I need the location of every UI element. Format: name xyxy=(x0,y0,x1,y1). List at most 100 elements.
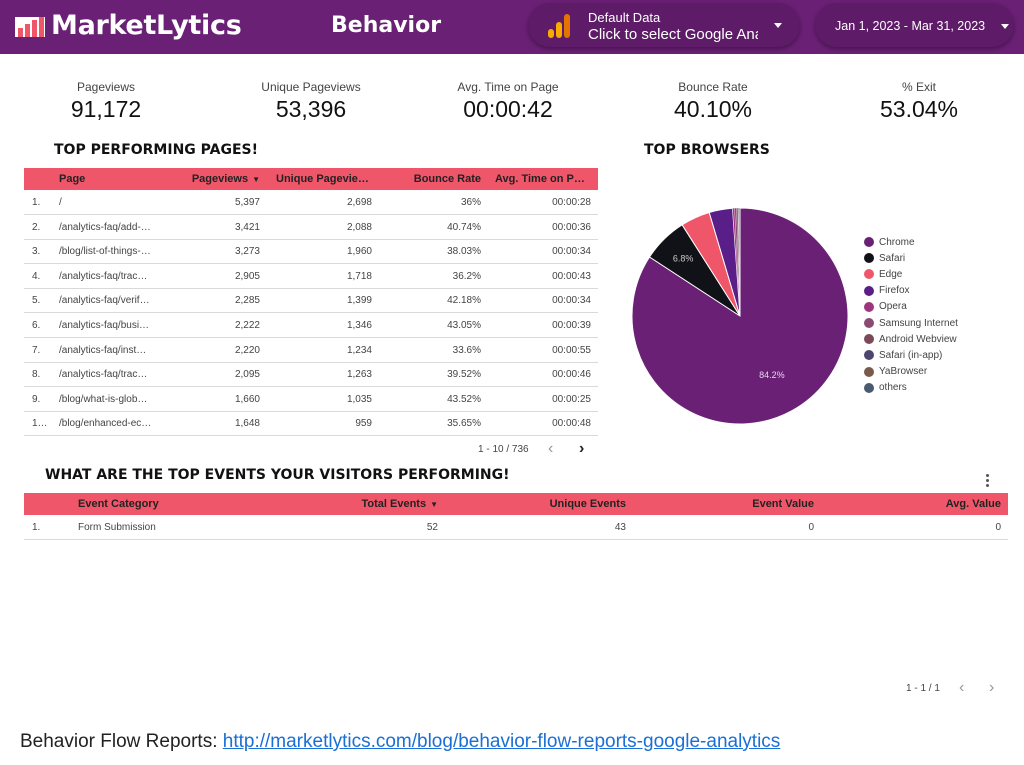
cell-unique-pageviews: 1,035 xyxy=(346,393,372,405)
cell-page: /analytics-faq/busi… xyxy=(59,320,150,331)
table-row[interactable]: 7. /analytics-faq/inst… 2,220 1,234 33.6% 00:… xyxy=(24,338,598,363)
cell-bounce-rate: 42.18% xyxy=(447,295,481,307)
column-header-label: Total Events xyxy=(361,498,427,510)
column-header-avg-value[interactable]: Avg. Value xyxy=(945,498,1001,510)
scorecard-value: 53.04% xyxy=(879,96,958,122)
column-header-pageviews[interactable]: Pageviews ▼ xyxy=(164,173,260,185)
pages-table-header: Page Pageviews ▼ Unique Pagevie… Bounce R… xyxy=(24,168,598,190)
scorecard-unique-pageviews: Unique Pageviews 53,396 xyxy=(221,80,401,123)
cell-avg-value: 0 xyxy=(995,522,1001,533)
chevron-right-icon[interactable]: › xyxy=(989,679,995,696)
pages-pager-range: 1 - 10 / 736 xyxy=(478,444,529,455)
legend-item[interactable]: Android Webview xyxy=(864,331,958,347)
cell-page: /analytics-faq/verif… xyxy=(59,295,150,307)
legend-label: Opera xyxy=(879,301,907,313)
legend-swatch xyxy=(864,382,874,393)
pie-data-label: 84.2% xyxy=(759,370,785,380)
legend-label: Firefox xyxy=(879,285,910,297)
scorecard-bounce-rate: Bounce Rate 40.10% xyxy=(623,80,803,123)
legend-label: Safari (in-app) xyxy=(879,349,943,361)
legend-item[interactable]: Samsung Internet xyxy=(864,315,958,331)
chevron-right-icon[interactable]: › xyxy=(579,440,585,457)
cell-bounce-rate: 39.52% xyxy=(447,369,481,381)
cell-unique-events: 43 xyxy=(614,522,626,533)
cell-page: /blog/enhanced-ec… xyxy=(59,418,152,430)
legend-item[interactable]: Opera xyxy=(864,299,958,315)
column-header-page[interactable]: Page xyxy=(59,173,86,185)
behavior-flow-link[interactable]: http://marketlytics.com/blog/behavior-fl… xyxy=(222,731,781,752)
table-row[interactable]: 1. Form Submission 52 43 0 0 xyxy=(24,515,1008,540)
cell-pageviews: 1,648 xyxy=(234,418,260,430)
table-row[interactable]: 9. /blog/what-is-glob… 1,660 1,035 43.52% 00:… xyxy=(24,387,598,412)
legend-item[interactable]: Safari xyxy=(864,250,958,266)
cell-avg-time: 00:00:46 xyxy=(552,369,591,381)
cell-avg-time: 00:00:28 xyxy=(552,197,591,208)
cell-page: /blog/list-of-things-… xyxy=(59,246,151,258)
footer-label: Behavior Flow Reports: xyxy=(20,731,223,752)
legend-item[interactable]: YaBrowser xyxy=(864,364,958,380)
events-pager-range: 1 - 1 / 1 xyxy=(906,683,940,694)
column-header-unique-events[interactable]: Unique Events xyxy=(549,498,626,510)
cell-bounce-rate: 38.03% xyxy=(447,246,481,258)
cell-avg-time: 00:00:25 xyxy=(552,393,591,405)
legend-item[interactable]: Safari (in-app) xyxy=(864,347,958,363)
legend-swatch xyxy=(864,269,874,280)
chevron-left-icon[interactable]: ‹ xyxy=(548,440,554,457)
legend-swatch xyxy=(864,253,874,264)
table-row[interactable]: 1… /blog/enhanced-ec… 1,648 959 35.65% 00:00:… xyxy=(24,411,598,437)
data-source-control[interactable]: Default Data Click to select Google Anal… xyxy=(528,3,800,47)
row-index: 1. xyxy=(32,522,41,533)
cell-pageviews: 5,397 xyxy=(234,197,260,208)
legend-label: Safari xyxy=(879,252,906,264)
report-header: MarketLytics Behavior Default Data Click… xyxy=(0,0,1024,54)
legend-swatch xyxy=(864,301,874,312)
sort-descending-icon: ▼ xyxy=(252,175,260,184)
cell-avg-time: 00:00:36 xyxy=(552,221,591,233)
column-header-event-value[interactable]: Event Value xyxy=(752,498,814,510)
table-row[interactable]: 3. /blog/list-of-things-… 3,273 1,960 38.03%… xyxy=(24,239,598,265)
legend-swatch xyxy=(864,237,874,248)
cell-page: /analytics-faq/trac… xyxy=(59,270,148,282)
row-index: 4. xyxy=(32,270,41,282)
browsers-chart-title: TOP BROWSERS xyxy=(644,142,770,158)
cell-bounce-rate: 40.74% xyxy=(447,221,481,233)
legend-item[interactable]: others xyxy=(864,380,958,396)
brand-logo: MarketLytics xyxy=(14,10,242,41)
brand-logo-icon xyxy=(15,16,45,37)
table-row[interactable]: 5. /analytics-faq/verif… 2,285 1,399 42.18% 0… xyxy=(24,288,598,314)
cell-pageviews: 1,660 xyxy=(234,393,260,405)
brand-name: MarketLytics xyxy=(51,10,242,41)
cell-unique-pageviews: 1,346 xyxy=(346,320,372,331)
more-options-icon[interactable] xyxy=(984,474,992,489)
column-header-event-category[interactable]: Event Category xyxy=(78,498,159,510)
cell-bounce-rate: 43.52% xyxy=(447,393,481,405)
legend-item[interactable]: Firefox xyxy=(864,283,958,299)
chevron-left-icon[interactable]: ‹ xyxy=(959,679,965,696)
column-header-bounce-rate[interactable]: Bounce Rate xyxy=(413,173,481,185)
pie-slice-others[interactable] xyxy=(739,207,741,317)
cell-avg-time: 00:00:55 xyxy=(552,344,591,356)
column-header-total-events[interactable]: Total Events ▼ xyxy=(314,498,438,510)
row-index: 5. xyxy=(32,295,41,307)
cell-unique-pageviews: 1,263 xyxy=(346,369,372,381)
data-source-value: Click to select Google Analytics view xyxy=(588,26,758,43)
date-range-control[interactable]: Jan 1, 2023 - Mar 31, 2023 xyxy=(815,3,1014,47)
google-analytics-icon xyxy=(548,14,570,38)
scorecard-label: Pageviews xyxy=(76,80,136,94)
table-row[interactable]: 1. / 5,397 2,698 36% 00:00:28 xyxy=(24,190,598,215)
table-row[interactable]: 6. /analytics-faq/busi… 2,222 1,346 43.05% 00… xyxy=(24,313,598,338)
table-row[interactable]: 2. /analytics-faq/add-… 3,421 2,088 40.74% 00… xyxy=(24,215,598,240)
cell-bounce-rate: 33.6% xyxy=(452,344,481,356)
cell-unique-pageviews: 2,088 xyxy=(346,221,372,233)
table-row[interactable]: 4. /analytics-faq/trac… 2,905 1,718 36.2% 00:… xyxy=(24,264,598,289)
page-title: Behavior xyxy=(331,13,442,38)
legend-item[interactable]: Edge xyxy=(864,266,958,282)
cell-page: /analytics-faq/add-… xyxy=(59,221,151,233)
legend-item[interactable]: Chrome xyxy=(864,234,958,250)
table-row[interactable]: 8. /analytics-faq/trac… 2,095 1,263 39.52% 00… xyxy=(24,362,598,388)
column-header-avg-time[interactable]: Avg. Time on P… xyxy=(495,173,585,185)
legend-label: Samsung Internet xyxy=(879,317,958,329)
cell-pageviews: 2,220 xyxy=(234,344,260,356)
column-header-unique-pageviews[interactable]: Unique Pagevie… xyxy=(276,173,369,185)
cell-total-events: 52 xyxy=(426,522,438,533)
